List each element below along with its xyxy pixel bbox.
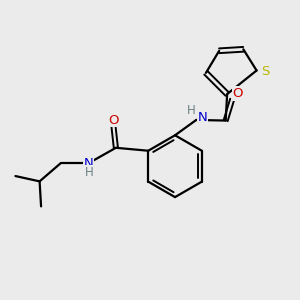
Text: H: H <box>84 166 93 179</box>
Text: H: H <box>187 104 195 117</box>
Text: O: O <box>108 114 119 127</box>
Text: N: N <box>198 111 208 124</box>
Text: N: N <box>83 157 93 169</box>
Text: S: S <box>261 64 269 78</box>
Text: O: O <box>232 87 243 100</box>
